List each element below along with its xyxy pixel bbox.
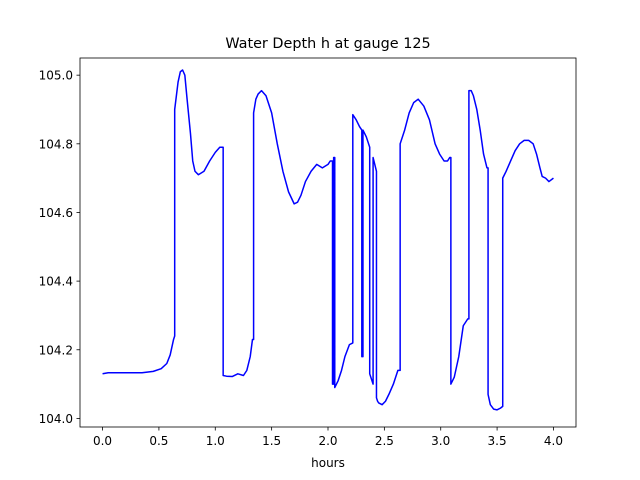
chart-title: Water Depth h at gauge 125 (225, 36, 430, 52)
x-axis: 0.0 0.5 1.0 1.5 2.0 2.5 3.0 3.5 4.0 (93, 427, 563, 448)
y-axis: 104.0 104.2 104.4 104.6 104.8 105.0 (39, 69, 80, 426)
x-tick-label: 3.5 (488, 434, 507, 448)
y-tick-label: 104.2 (39, 343, 73, 357)
plot-area (102, 69, 554, 411)
y-tick-label: 104.0 (39, 412, 73, 426)
x-tick-label: 2.0 (318, 434, 337, 448)
x-tick-label: 3.0 (431, 434, 450, 448)
x-tick-label: 4.0 (544, 434, 563, 448)
x-tick-label: 1.5 (262, 434, 281, 448)
x-tick-label: 2.5 (375, 434, 394, 448)
x-axis-label: hours (311, 456, 345, 470)
y-tick-label: 104.4 (39, 275, 73, 289)
x-tick-label: 1.0 (206, 434, 225, 448)
y-tick-label: 104.8 (39, 137, 73, 151)
y-tick-label: 105.0 (39, 69, 73, 83)
x-tick-label: 0.5 (149, 434, 168, 448)
series-line (102, 69, 554, 411)
y-tick-label: 104.6 (39, 206, 73, 220)
x-tick-label: 0.0 (93, 434, 112, 448)
